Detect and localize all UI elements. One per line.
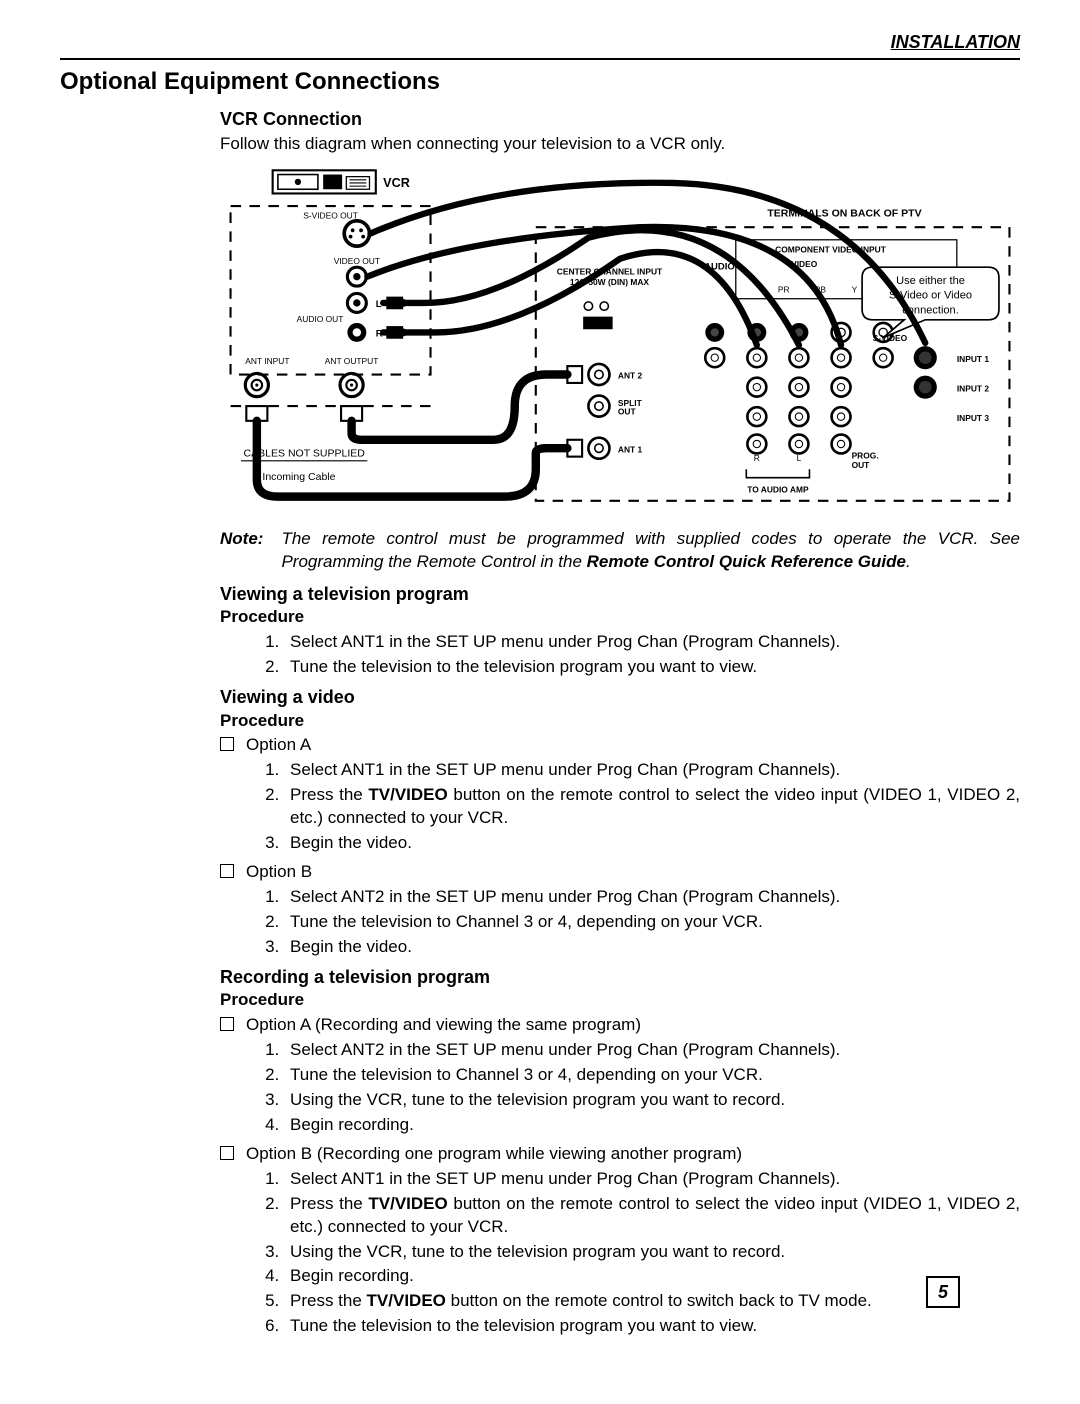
svg-text:ANT OUTPUT: ANT OUTPUT bbox=[325, 356, 379, 366]
list-item: Press the TV/VIDEO button on the remote … bbox=[284, 784, 1020, 830]
view-tv-steps: Select ANT1 in the SET UP menu under Pro… bbox=[260, 631, 1020, 679]
svg-text:INPUT 1: INPUT 1 bbox=[957, 354, 990, 364]
list-item: Tune the television to Channel 3 or 4, d… bbox=[284, 911, 1020, 934]
svg-text:AUDIO OUT: AUDIO OUT bbox=[297, 314, 344, 324]
svg-text:INPUT 2: INPUT 2 bbox=[957, 383, 990, 393]
checkbox-icon bbox=[220, 1017, 234, 1031]
view-tv-title: Viewing a television program bbox=[220, 582, 1020, 606]
note-text: The remote control must be programmed wi… bbox=[281, 528, 1020, 574]
list-item: Using the VCR, tune to the television pr… bbox=[284, 1241, 1020, 1264]
note-label: Note: bbox=[220, 528, 263, 574]
svg-text:R: R bbox=[754, 453, 760, 463]
list-item: Tune the television to the television pr… bbox=[284, 656, 1020, 679]
view-tv-procedure-label: Procedure bbox=[220, 606, 1020, 629]
list-item: Select ANT2 in the SET UP menu under Pro… bbox=[284, 886, 1020, 909]
svg-text:OUT: OUT bbox=[852, 460, 871, 470]
record-option-b-steps: Select ANT1 in the SET UP menu under Pro… bbox=[260, 1168, 1020, 1339]
list-item: Tune the television to the television pr… bbox=[284, 1315, 1020, 1338]
svg-text:TO AUDIO AMP: TO AUDIO AMP bbox=[747, 484, 809, 494]
video-option-b-row: Option B bbox=[220, 861, 1020, 884]
svg-text:S-VIDEO OUT: S-VIDEO OUT bbox=[303, 211, 358, 221]
note-block: Note: The remote control must be program… bbox=[220, 528, 1020, 574]
video-option-a-row: Option A bbox=[220, 734, 1020, 757]
list-item: Begin recording. bbox=[284, 1114, 1020, 1137]
video-option-a-label: Option A bbox=[246, 734, 311, 757]
record-option-b-label: Option B (Recording one program while vi… bbox=[246, 1143, 742, 1166]
list-item: Select ANT1 in the SET UP menu under Pro… bbox=[284, 631, 1020, 654]
list-item: Press the TV/VIDEO button on the remote … bbox=[284, 1193, 1020, 1239]
vcr-intro-text: Follow this diagram when connecting your… bbox=[220, 133, 1020, 156]
list-item: Begin the video. bbox=[284, 936, 1020, 959]
svg-text:Y: Y bbox=[852, 284, 858, 294]
vcr-connection-title: VCR Connection bbox=[220, 107, 1020, 131]
svg-text:PR: PR bbox=[778, 284, 790, 294]
list-item: Select ANT2 in the SET UP menu under Pro… bbox=[284, 1039, 1020, 1062]
diagram-svg: VCR S-VIDEO OUT VIDEO OUT L AUDIO OUT R … bbox=[220, 164, 1020, 511]
svg-text:INPUT 3: INPUT 3 bbox=[957, 413, 990, 423]
svg-text:ANT 1: ANT 1 bbox=[618, 444, 643, 454]
list-item: Select ANT1 in the SET UP menu under Pro… bbox=[284, 759, 1020, 782]
checkbox-icon bbox=[220, 864, 234, 878]
svg-text:COMPONENT VIDEO INPUT: COMPONENT VIDEO INPUT bbox=[775, 244, 887, 254]
record-procedure-label: Procedure bbox=[220, 989, 1020, 1012]
svg-text:OUT: OUT bbox=[618, 406, 637, 416]
page-number: 5 bbox=[926, 1276, 960, 1308]
view-video-title: Viewing a video bbox=[220, 685, 1020, 709]
record-title: Recording a television program bbox=[220, 965, 1020, 989]
svg-text:VCR: VCR bbox=[383, 176, 410, 190]
record-option-a-row: Option A (Recording and viewing the same… bbox=[220, 1014, 1020, 1037]
list-item: Using the VCR, tune to the television pr… bbox=[284, 1089, 1020, 1112]
video-option-b-label: Option B bbox=[246, 861, 312, 884]
list-item: Begin recording. bbox=[284, 1265, 1020, 1288]
checkbox-icon bbox=[220, 737, 234, 751]
list-item: Select ANT1 in the SET UP menu under Pro… bbox=[284, 1168, 1020, 1191]
list-item: Press the TV/VIDEO button on the remote … bbox=[284, 1290, 1020, 1313]
svg-text:CABLES NOT SUPPLIED: CABLES NOT SUPPLIED bbox=[244, 448, 366, 460]
svg-text:VIDEO OUT: VIDEO OUT bbox=[334, 256, 380, 266]
video-option-b-steps: Select ANT2 in the SET UP menu under Pro… bbox=[260, 886, 1020, 959]
record-option-b-row: Option B (Recording one program while vi… bbox=[220, 1143, 1020, 1166]
record-option-a-label: Option A (Recording and viewing the same… bbox=[246, 1014, 641, 1037]
connection-diagram: VCR S-VIDEO OUT VIDEO OUT L AUDIO OUT R … bbox=[220, 164, 1020, 518]
svg-text:Incoming Cable: Incoming Cable bbox=[262, 471, 335, 483]
svg-text:L: L bbox=[797, 453, 802, 463]
header-rule bbox=[60, 58, 1020, 60]
svg-text:ANT INPUT: ANT INPUT bbox=[245, 356, 289, 366]
list-item: Tune the television to Channel 3 or 4, d… bbox=[284, 1064, 1020, 1087]
svg-text:Use either the: Use either the bbox=[896, 275, 965, 287]
record-option-a-steps: Select ANT2 in the SET UP menu under Pro… bbox=[260, 1039, 1020, 1137]
svg-text:ANT 2: ANT 2 bbox=[618, 371, 643, 381]
view-video-procedure-label: Procedure bbox=[220, 710, 1020, 733]
list-item: Begin the video. bbox=[284, 832, 1020, 855]
main-title: Optional Equipment Connections bbox=[60, 66, 1020, 98]
header-section-label: INSTALLATION bbox=[60, 30, 1020, 54]
checkbox-icon bbox=[220, 1146, 234, 1160]
video-option-a-steps: Select ANT1 in the SET UP menu under Pro… bbox=[260, 759, 1020, 855]
